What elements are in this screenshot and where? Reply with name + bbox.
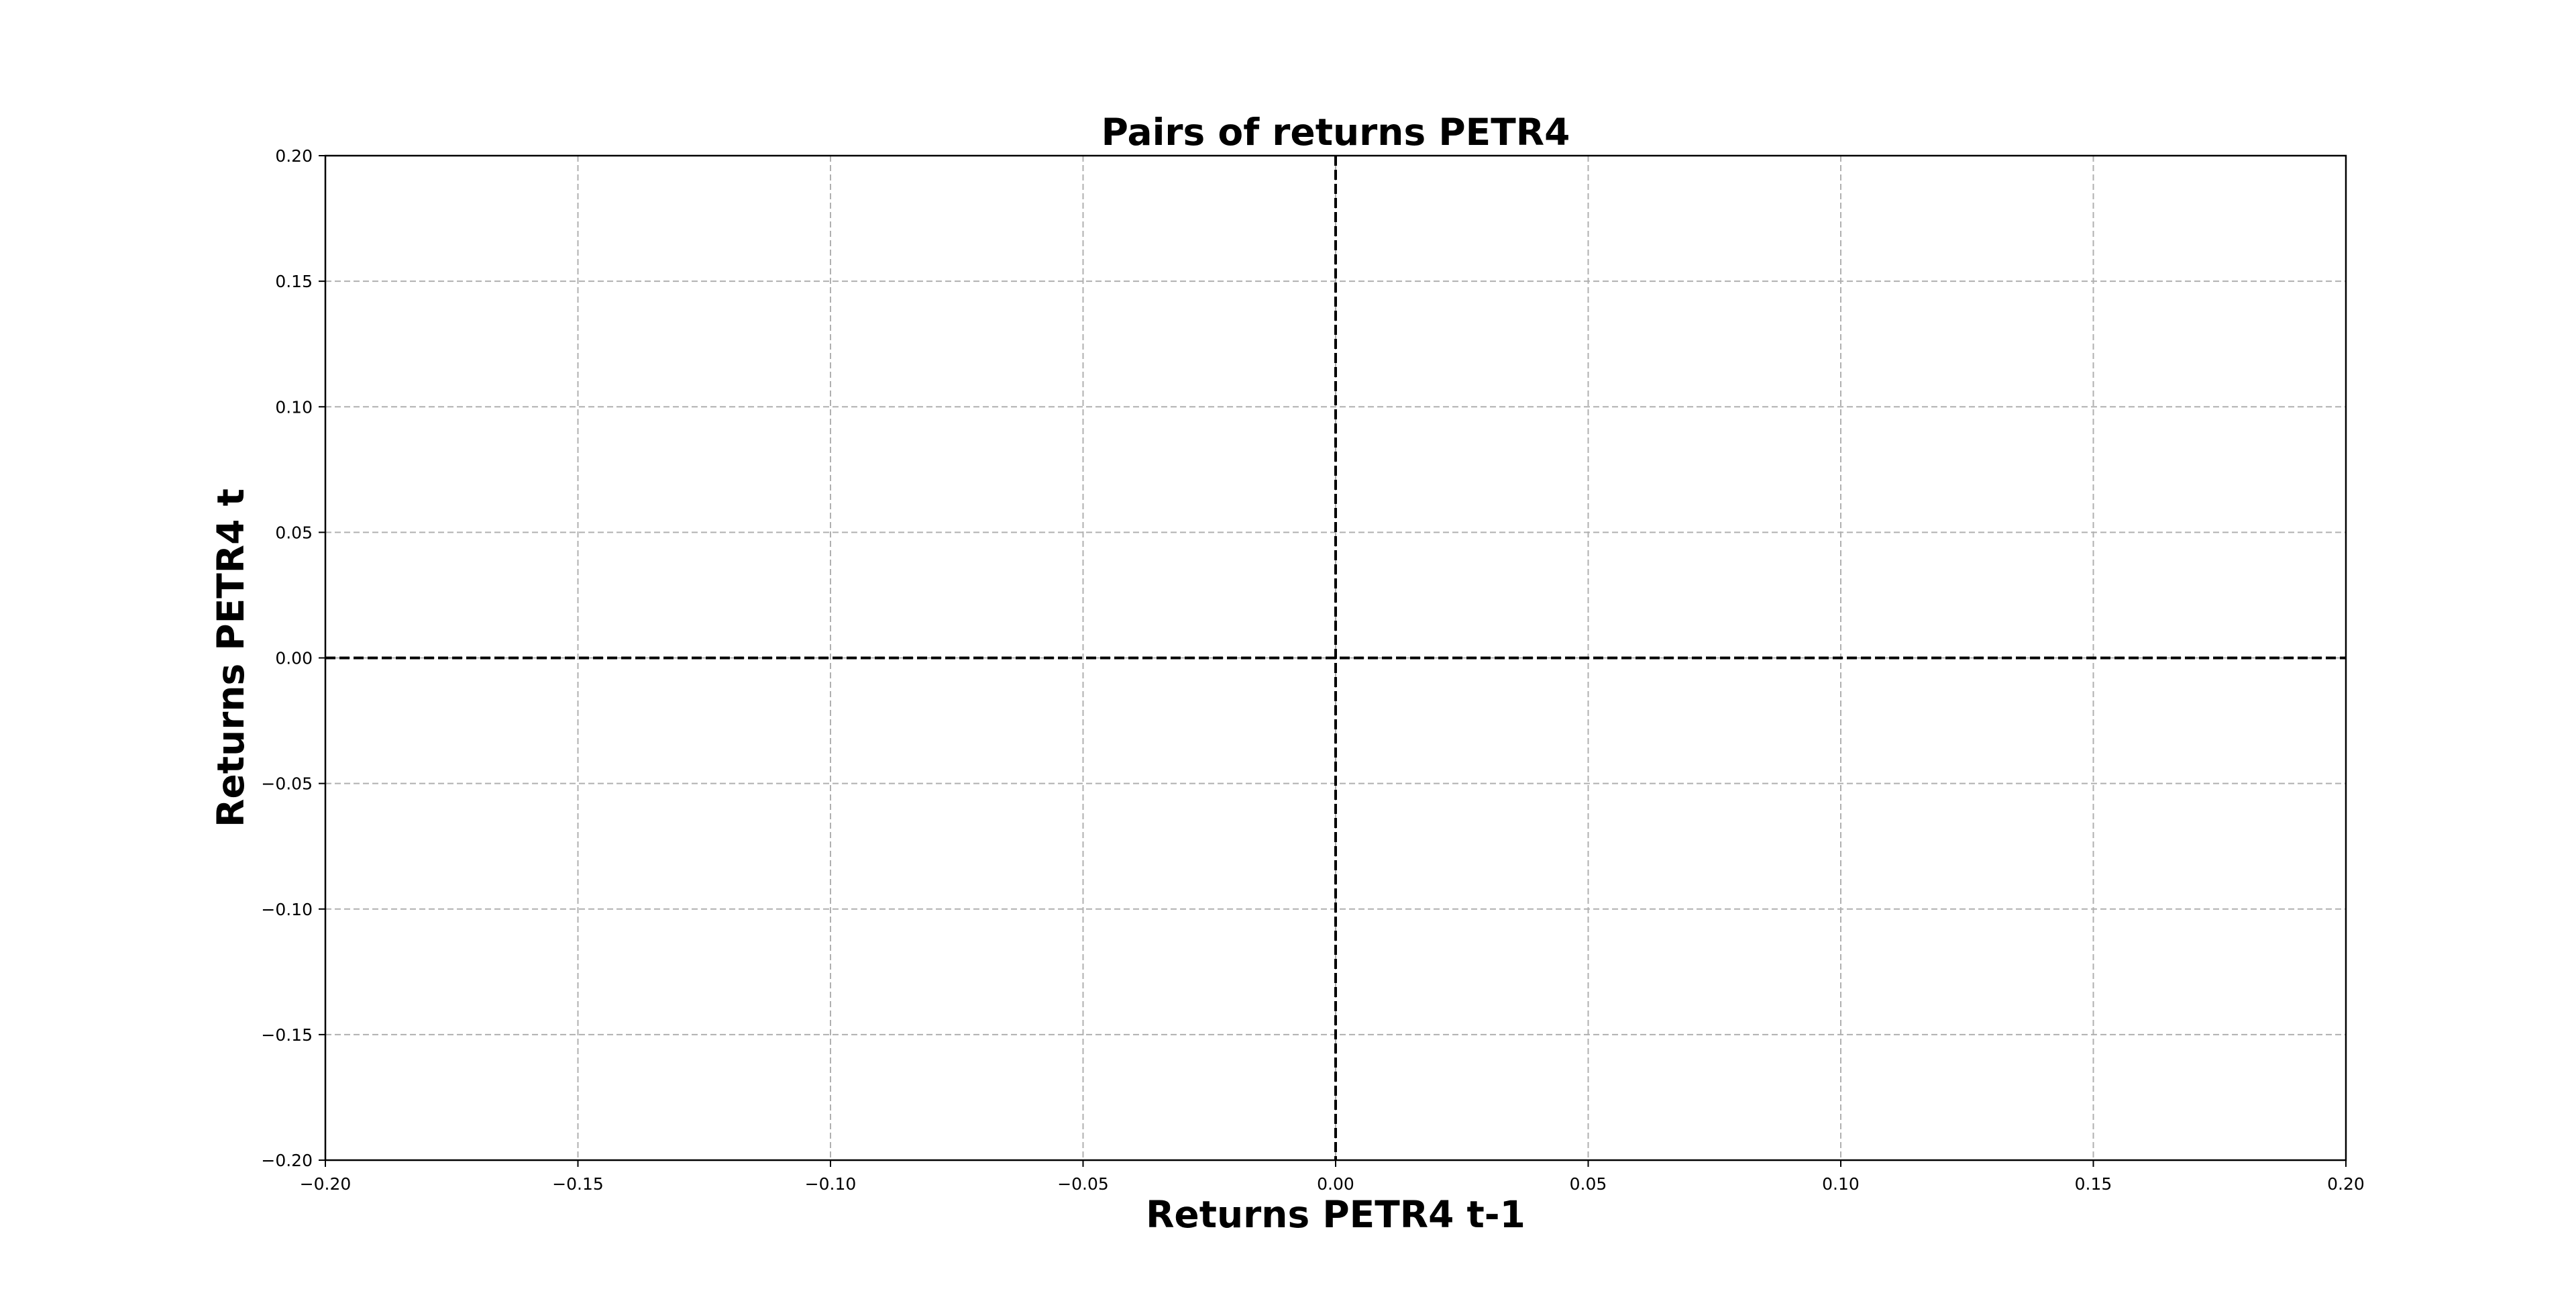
y-tick-label: −0.15 (261, 1025, 313, 1045)
reference-lines (325, 156, 2346, 1160)
y-tick-label: −0.10 (261, 900, 313, 919)
x-tick-label: 0.15 (2075, 1174, 2112, 1194)
y-tick-label: 0.05 (275, 523, 313, 542)
y-tick-label: −0.05 (261, 774, 313, 794)
chart-title: Pairs of returns PETR4 (1102, 111, 1570, 154)
x-tick-label: −0.15 (552, 1174, 604, 1194)
y-tick-label: 0.00 (275, 649, 313, 668)
ticks: −0.20 −0.15 −0.10 −0.05 0.00 0.05 0.10 0.15 0.20… (261, 146, 2364, 1194)
x-tick-label: −0.10 (805, 1174, 857, 1194)
x-tick-label: 0.20 (2327, 1174, 2365, 1194)
x-tick-label: −0.05 (1057, 1174, 1109, 1194)
x-tick-label: 0.10 (1822, 1174, 1860, 1194)
x-tick-label: −0.20 (300, 1174, 352, 1194)
y-tick-label: 0.10 (275, 397, 313, 417)
y-tick-label: −0.20 (261, 1151, 313, 1170)
y-axis-title: Returns PETR4 t (209, 488, 252, 827)
y-tick-label: 0.20 (275, 146, 313, 166)
x-axis-title: Returns PETR4 t-1 (1146, 1193, 1525, 1236)
x-tick-label: 0.00 (1317, 1174, 1354, 1194)
y-tick-label: 0.15 (275, 272, 313, 291)
x-tick-label: 0.05 (1570, 1174, 1607, 1194)
